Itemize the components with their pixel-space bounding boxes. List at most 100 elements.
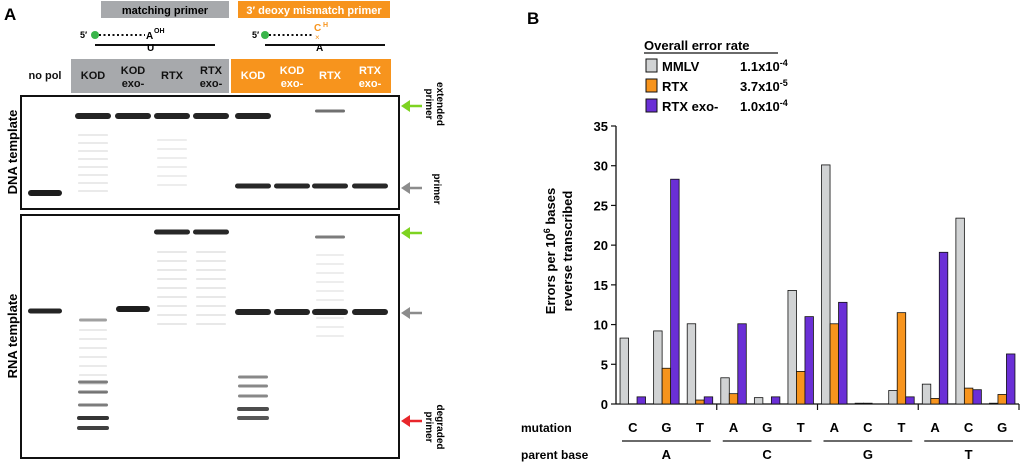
gel-band <box>316 290 344 292</box>
gel-band <box>77 416 109 420</box>
bar-rtx-exo- <box>1006 353 1016 405</box>
mutation-label: G <box>997 420 1007 435</box>
bar-mmlv <box>686 323 697 405</box>
gel-band <box>157 269 187 271</box>
bar-rtx-exo- <box>703 396 714 405</box>
y-tick-label: 30 <box>594 159 608 174</box>
bar-rtx <box>863 402 873 405</box>
dna-gel <box>20 95 400 210</box>
gel-band <box>235 183 271 189</box>
bar-mmlv <box>989 402 999 405</box>
y-tick-label: 15 <box>594 278 608 293</box>
y-tick-label: 0 <box>601 397 608 412</box>
gel-band <box>238 384 268 388</box>
gel-band <box>78 150 108 152</box>
gel-band <box>157 305 187 307</box>
degraded-label-2: primer <box>423 411 434 442</box>
gel-band <box>79 383 107 385</box>
gel-band <box>196 269 226 271</box>
gel-band <box>157 166 187 168</box>
extended-label-2: primer <box>423 88 434 119</box>
gel-band <box>352 183 388 189</box>
mismatch-lanes-bg <box>231 59 391 93</box>
legend-name: MMLV <box>662 59 700 74</box>
gel-band <box>235 113 271 119</box>
mutation-label: C <box>863 420 873 435</box>
gel-band <box>75 113 111 119</box>
lane-label: RTX <box>359 65 382 77</box>
gel-band <box>116 306 150 312</box>
gel-band <box>157 323 187 325</box>
five-prime-label-2: 5′ <box>252 30 259 40</box>
gel-band <box>352 309 388 315</box>
gel-band <box>115 113 151 119</box>
bar-mmlv <box>753 397 764 405</box>
gel-band <box>312 309 348 315</box>
legend-rate-base: 1.0x10 <box>740 99 780 114</box>
bar-rtx-exo- <box>938 251 949 405</box>
gel-band <box>274 309 310 315</box>
bar-rtx-exo- <box>770 396 781 405</box>
gel-band <box>79 374 107 376</box>
gel-band <box>154 113 190 119</box>
y-axis-label-line1: Errors per 106 bases <box>542 188 558 314</box>
bar-rtx-exo- <box>804 316 814 405</box>
gel-band <box>237 407 269 411</box>
gel-band <box>235 309 271 315</box>
mutation-label: T <box>797 420 805 435</box>
gel-band <box>78 190 108 192</box>
legend-title: Overall error rate <box>644 38 750 53</box>
matching-primer-diagram: 5′ A OH U <box>80 28 215 54</box>
legend-rate: 1.0x10-4 <box>740 98 788 114</box>
gel-band <box>316 281 344 283</box>
gel-band <box>196 260 226 262</box>
lane-label: RTX <box>200 65 223 77</box>
gel-band <box>316 254 344 256</box>
bar-mmlv <box>787 290 797 405</box>
gel-band <box>157 148 187 150</box>
bar-rtx <box>896 312 907 405</box>
gel-band <box>157 175 187 177</box>
extended-label-1: extended <box>434 82 445 126</box>
gel-band <box>157 139 187 141</box>
extended-arrow-icon-rna <box>401 227 422 239</box>
matching-primer-text: matching primer <box>122 5 209 17</box>
lane-label-line2: exo- <box>122 78 145 90</box>
legend-rate-base: 3.7x10 <box>740 79 780 94</box>
lane-label: KOD <box>280 65 305 77</box>
rna-template-label: RNA template <box>5 294 20 379</box>
gel-band <box>238 375 268 379</box>
gel-band <box>154 229 190 235</box>
y-tick-label: 5 <box>601 357 608 372</box>
lane-label-line2: exo- <box>200 78 223 90</box>
bar-rtx-exo- <box>972 389 982 405</box>
bar-rtx-exo- <box>636 396 646 405</box>
parent-base-row-label: parent base <box>521 448 589 462</box>
gel-band <box>28 190 62 196</box>
five-prime-label: 5′ <box>80 30 87 40</box>
y-axis-label-part1: Errors per 10 <box>543 233 558 314</box>
legend-name: RTX <box>662 79 688 94</box>
gel-band <box>78 142 108 144</box>
mismatch-top-h: H <box>323 22 328 29</box>
y-axis-label-part2: bases <box>543 188 558 228</box>
mutation-row-label: mutation <box>521 421 572 435</box>
y-tick-label: 25 <box>594 198 608 213</box>
gel-band <box>196 251 226 253</box>
bar-rtx <box>728 393 739 405</box>
mismatch-top-base: C <box>314 23 321 34</box>
parent-base-label: A <box>662 447 672 462</box>
primer-arrow-icon-rna <box>401 307 422 319</box>
bar-mmlv <box>619 337 629 405</box>
gel-band <box>78 182 108 184</box>
lane-label-line2: exo- <box>281 78 304 90</box>
gel-band <box>157 314 187 316</box>
gel-band <box>196 323 226 325</box>
legend-swatch <box>645 98 658 113</box>
lane-label: KOD <box>241 70 266 82</box>
gel-bands <box>28 109 388 430</box>
gel-band <box>315 235 345 239</box>
